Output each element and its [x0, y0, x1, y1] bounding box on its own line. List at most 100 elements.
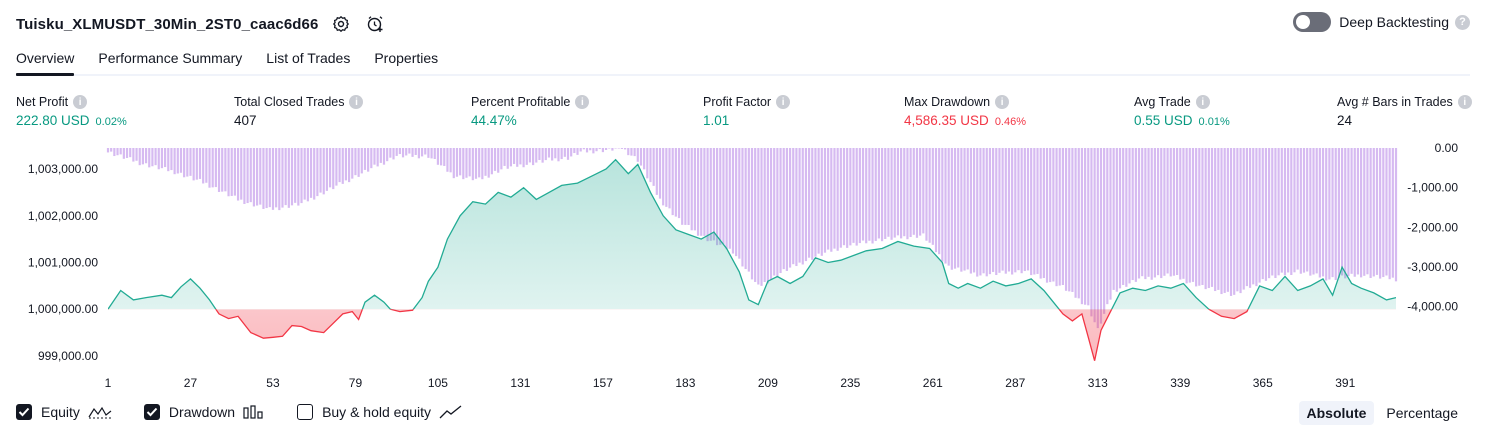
tab-properties[interactable]: Properties — [374, 50, 439, 66]
add-alert-icon[interactable] — [364, 13, 386, 35]
drawdown-bar — [214, 148, 217, 188]
checkbox-buy-hold[interactable] — [297, 404, 314, 420]
drawdown-bar — [1153, 148, 1156, 278]
legend-drawdown[interactable]: Drawdown — [143, 404, 265, 420]
drawdown-bar — [1277, 148, 1280, 276]
drawdown-bar — [1134, 148, 1137, 282]
drawdown-bar — [1223, 148, 1226, 293]
drawdown-bar — [728, 148, 731, 249]
drawdown-bar — [966, 148, 969, 270]
deep-backtesting-toggle[interactable] — [1293, 12, 1332, 32]
legend-label: Equity — [41, 404, 80, 420]
x-axis-tick: 157 — [593, 376, 613, 390]
x-axis-tick: 183 — [675, 376, 695, 390]
drawdown-bar — [116, 148, 119, 156]
drawdown-bar — [144, 148, 148, 164]
drawdown-bar — [998, 148, 1001, 273]
drawdown-bar — [624, 148, 627, 150]
drawdown-bar — [1283, 148, 1287, 276]
info-icon[interactable]: i — [776, 95, 791, 109]
legend-equity[interactable]: Equity — [16, 404, 112, 420]
info-icon[interactable]: i — [1195, 95, 1210, 109]
absolute-button[interactable]: Absolute — [1298, 401, 1375, 425]
drawdown-bar — [363, 148, 367, 170]
drawdown-bar — [719, 148, 722, 245]
drawdown-bar — [547, 148, 551, 158]
drawdown-bar — [1290, 148, 1293, 275]
drawdown-bar — [138, 148, 141, 166]
drawdown-bar — [1394, 148, 1398, 282]
drawdown-bar — [1147, 148, 1150, 277]
drawdown-bar — [1360, 148, 1363, 278]
drawdown-bar — [122, 148, 125, 159]
drawdown-bar — [842, 148, 846, 246]
legend-buy-hold[interactable]: Buy & hold equity — [297, 404, 463, 420]
right-axis-tick: -4,000.00 — [1407, 300, 1458, 314]
metric-percent: 0.01% — [1198, 116, 1230, 128]
drawdown-bar — [655, 148, 658, 195]
drawdown-bar — [379, 148, 382, 163]
drawdown-bar — [554, 148, 557, 159]
drawdown-bar — [408, 148, 411, 154]
info-icon[interactable]: i — [349, 95, 364, 109]
drawdown-bar — [820, 148, 823, 256]
drawdown-bar — [1258, 148, 1261, 283]
drawdown-bar — [183, 148, 186, 178]
drawdown-bar — [386, 148, 389, 162]
equity-line-icon — [88, 405, 112, 419]
drawdown-bar — [941, 148, 944, 262]
info-icon[interactable]: i — [1457, 95, 1472, 109]
drawdown-bar — [903, 148, 906, 237]
drawdown-bar — [1245, 148, 1248, 287]
drawdown-bar — [1137, 148, 1141, 279]
drawdown-bar — [357, 148, 360, 177]
percentage-button[interactable]: Percentage — [1386, 405, 1458, 421]
checkbox-drawdown[interactable] — [143, 404, 160, 420]
drawdown-bar — [1179, 148, 1182, 280]
help-icon[interactable]: ? — [1455, 14, 1470, 30]
tab-list-of-trades[interactable]: List of Trades — [266, 50, 351, 66]
checkbox-equity[interactable] — [16, 404, 32, 420]
drawdown-bar — [782, 148, 785, 270]
drawdown-bar — [1106, 148, 1109, 305]
drawdown-bar — [1214, 148, 1217, 292]
drawdown-bar — [411, 148, 414, 157]
info-icon[interactable]: i — [995, 95, 1010, 109]
drawdown-bar — [1001, 148, 1004, 271]
drawdown-bar — [1312, 148, 1315, 275]
drawdown-bar — [478, 148, 481, 178]
drawdown-bar — [890, 148, 893, 240]
info-icon[interactable]: i — [575, 95, 590, 109]
drawdown-bar — [236, 148, 240, 201]
drawdown-bar — [373, 148, 376, 165]
drawdown-bar — [316, 148, 319, 197]
settings-icon[interactable] — [330, 13, 352, 35]
drawdown-bar — [497, 148, 500, 173]
drawdown-bar — [861, 148, 865, 241]
drawdown-bar — [1268, 148, 1271, 279]
drawdown-bar — [988, 148, 992, 275]
equity-chart[interactable]: 1,003,000.00 1,002,000.00 1,001,000.00 1,00… — [0, 140, 1486, 398]
drawdown-bar — [481, 148, 484, 180]
drawdown-bar — [1255, 148, 1258, 287]
x-axis-tick: 261 — [923, 376, 943, 390]
drawdown-bar — [823, 148, 827, 253]
drawdown-bar — [344, 148, 348, 181]
drawdown-bar — [246, 148, 249, 204]
drawdown-bar — [1369, 148, 1372, 278]
info-icon[interactable]: i — [73, 95, 88, 109]
drawdown-bar — [643, 148, 646, 170]
drawdown-bar — [1315, 148, 1318, 274]
drawdown-bar — [760, 148, 763, 286]
drawdown-bar — [636, 148, 639, 162]
tab-overview[interactable]: Overview — [16, 46, 75, 76]
drawdown-bar — [880, 148, 884, 242]
tab-performance-summary[interactable]: Performance Summary — [98, 50, 243, 66]
drawdown-bar — [830, 148, 833, 252]
drawdown-bar — [551, 148, 554, 161]
toggle-knob — [1296, 15, 1311, 29]
drawdown-bar — [1125, 148, 1128, 287]
drawdown-bar — [300, 148, 303, 204]
drawdown-bar — [176, 148, 179, 174]
drawdown-bar — [233, 148, 236, 196]
